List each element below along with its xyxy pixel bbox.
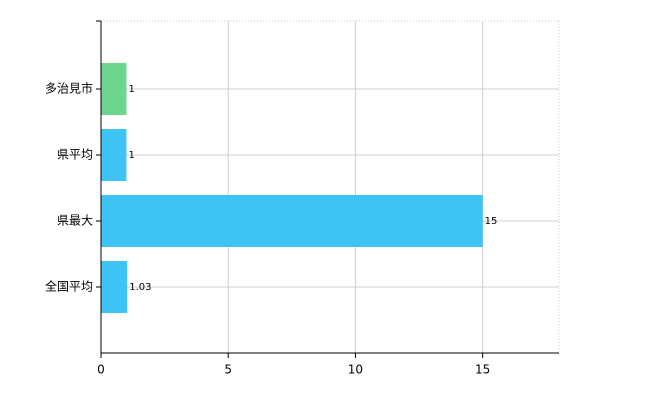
x-tick-label: 0 [97,363,105,377]
data-label: 1 [128,150,134,161]
x-tick-label: 5 [224,363,232,377]
x-tick-label: 10 [348,363,363,377]
y-tick-label: 多治見市 [45,81,93,96]
data-label: 15 [485,216,498,227]
bar [101,261,128,313]
bar [101,63,127,115]
bar [101,129,127,181]
y-tick-label: 県最大 [57,214,93,228]
y-tick-label: 県平均 [57,148,93,162]
data-label: 1.03 [129,282,151,293]
bar [101,195,483,247]
y-tick-label: 全国平均 [45,279,93,294]
x-tick-label: 15 [475,363,490,377]
data-label: 1 [128,84,134,95]
